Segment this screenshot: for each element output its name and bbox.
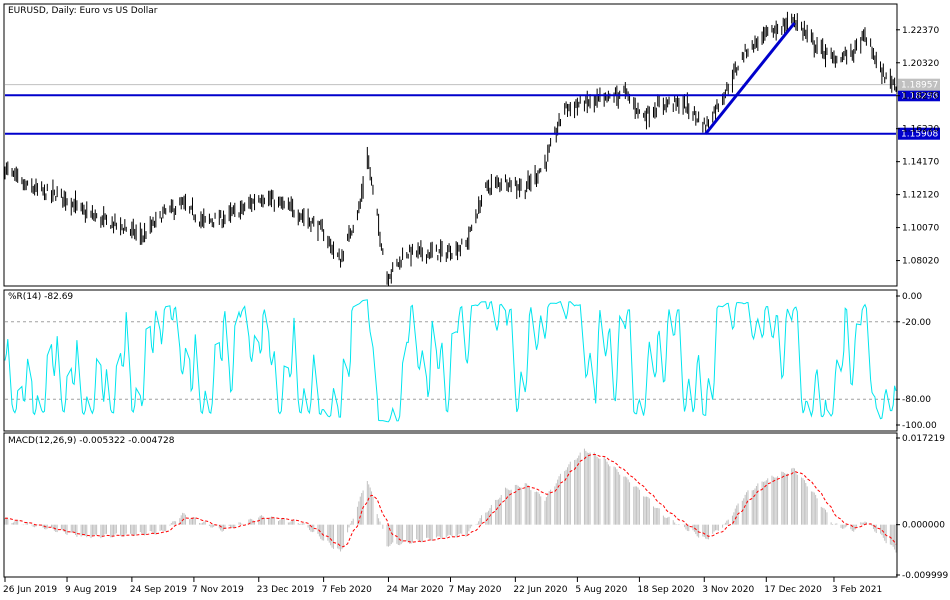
macd-panel: 0.017219 0.000000 -0.009999 — [4, 434, 948, 581]
price-tick-label: 1.14170 — [902, 158, 939, 168]
price-tick-label: 1.20320 — [902, 59, 939, 69]
support-level-value: 1.18298 — [901, 91, 938, 101]
time-tick-label: 3 Feb 2021 — [832, 585, 882, 595]
time-tick-label: 3 Nov 2020 — [702, 585, 754, 595]
macd-signal-line — [4, 454, 897, 548]
price-tick-label: 1.16220 — [902, 125, 939, 135]
macd-histogram — [4, 448, 897, 553]
macd-tick-label: 0.000000 — [902, 521, 945, 531]
price-panel-frame — [3, 3, 898, 287]
williams-r-title: %R(14) -82.69 — [8, 292, 73, 302]
time-tick-label: 7 Nov 2019 — [192, 585, 244, 595]
time-tick-label: 22 Jun 2020 — [513, 585, 567, 595]
support-level-tag — [898, 89, 940, 102]
macd-tick-label: 0.017219 — [902, 434, 945, 444]
time-tick-label: 24 Mar 2020 — [386, 585, 443, 595]
price-tick-label: 1.08020 — [902, 257, 939, 267]
time-tick-label: 9 Aug 2019 — [65, 585, 117, 595]
time-tick-label: 17 Dec 2020 — [764, 585, 822, 595]
time-tick-label: 24 Sep 2019 — [130, 585, 187, 595]
williams-r-panel: 0.00 -20.00 -80.00 -100.00 — [4, 292, 937, 431]
time-tick-label: 23 Dec 2019 — [257, 585, 315, 595]
uptrend-line — [704, 21, 796, 135]
wr-tick-label: -100.00 — [902, 421, 937, 431]
time-tick-label: 7 May 2020 — [449, 585, 502, 595]
price-panel: 1.18298 1.15908 1.18957 1.22370 1.20320 1.182… — [4, 11, 940, 286]
time-axis: 26 Jun 2019 9 Aug 2019 24 Sep 2019 7 Nov 20… — [3, 577, 882, 595]
price-tick-label: 1.10070 — [902, 224, 939, 234]
price-tick-label: 1.12120 — [902, 191, 939, 201]
time-tick-label: 5 Aug 2020 — [575, 585, 627, 595]
support-level-value: 1.15908 — [901, 130, 938, 140]
wr-tick-label: 0.00 — [902, 292, 922, 302]
wr-tick-label: -20.00 — [902, 318, 931, 328]
time-tick-label: 7 Feb 2020 — [322, 585, 373, 595]
current-price-tag — [898, 78, 940, 91]
time-tick-label: 26 Jun 2019 — [3, 585, 57, 595]
macd-title: MACD(12,26,9) -0.005322 -0.004728 — [8, 436, 175, 446]
price-tick-label: 1.18270 — [902, 92, 939, 102]
time-tick-label: 18 Sep 2020 — [637, 585, 694, 595]
support-level-tag — [898, 127, 940, 140]
macd-tick-label: -0.009999 — [902, 571, 948, 581]
price-bars — [4, 11, 897, 286]
wr-tick-label: -80.00 — [902, 395, 931, 405]
price-tick-label: 1.22370 — [902, 26, 939, 36]
current-price-value: 1.18957 — [901, 81, 938, 91]
williams-r-line — [4, 299, 897, 423]
price-panel-title: EURUSD, Daily: Euro vs US Dollar — [8, 6, 158, 16]
